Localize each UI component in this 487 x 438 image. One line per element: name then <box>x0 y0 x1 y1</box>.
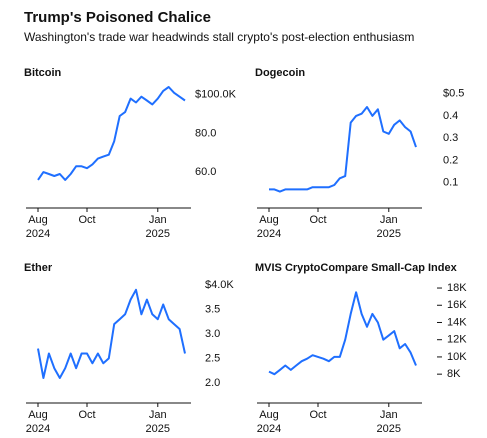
x-tick-label: Aug 2024 <box>25 214 51 240</box>
line <box>269 106 417 193</box>
x-tick-label: Oct <box>78 214 96 226</box>
x-tick-label: Jan 2025 <box>376 409 401 435</box>
y-tick-label: 3.0 <box>205 328 220 340</box>
y-tick-label: $0.5 <box>443 88 464 100</box>
panel-title: Ether <box>24 262 53 274</box>
y-tick-label: 2.5 <box>205 352 220 364</box>
y-tick-label: 2.0 <box>205 377 220 389</box>
y-tick-label: $4.0K <box>205 279 234 291</box>
panel-title: Bitcoin <box>24 67 62 79</box>
y-tick-label: 14K <box>447 316 467 328</box>
y-tick-label: 3.5 <box>205 303 220 315</box>
page-title: Trump's Poisoned Chalice <box>24 9 211 26</box>
y-tick-label: 12K <box>447 334 467 346</box>
y-tick-label: 16K <box>447 299 467 311</box>
x-tick-label: Jan 2025 <box>145 214 170 240</box>
x-tick-label: Oct <box>309 214 327 226</box>
line <box>37 288 186 379</box>
x-tick-label: Oct <box>309 409 327 421</box>
page-subtitle: Washington's trade war headwinds stall c… <box>24 30 414 44</box>
line <box>37 86 186 181</box>
x-tick-label: Oct <box>78 409 96 421</box>
y-tick-label: 0.2 <box>443 154 458 166</box>
y-tick-label: 0.4 <box>443 110 458 122</box>
x-tick-label: Jan 2025 <box>376 214 401 240</box>
line <box>268 291 417 376</box>
x-tick-label: Aug 2024 <box>25 409 51 435</box>
panel-title: Dogecoin <box>255 67 305 79</box>
y-tick-label: 0.3 <box>443 132 458 144</box>
y-tick-label: 18K <box>447 282 467 294</box>
y-tick-label: $100.0K <box>195 89 237 101</box>
x-tick-label: Aug 2024 <box>256 409 282 435</box>
y-tick-label: 10K <box>447 351 467 363</box>
x-tick-label: Aug 2024 <box>256 214 282 240</box>
y-tick-label: 60.0 <box>195 166 216 178</box>
y-tick-label: 80.0 <box>195 127 216 139</box>
x-tick-label: Jan 2025 <box>145 409 170 435</box>
y-tick-label: 0.1 <box>443 177 458 189</box>
panel-title: MVIS CryptoCompare Small-Cap Index <box>255 262 458 274</box>
y-tick-label: 8K <box>447 368 461 380</box>
